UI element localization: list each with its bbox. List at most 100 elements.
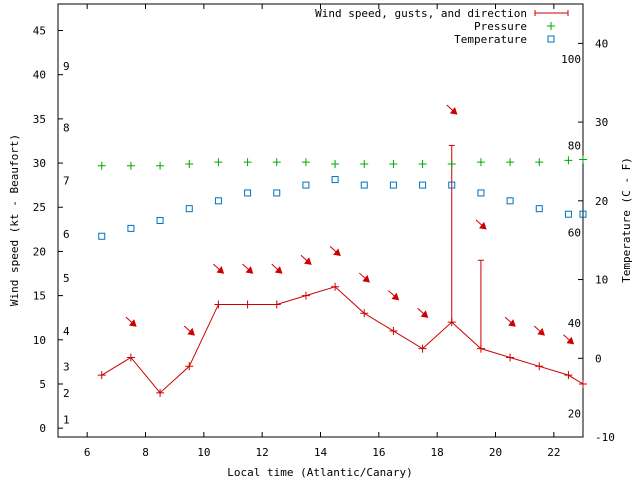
- temperature-point: [98, 232, 106, 240]
- temperature-point: [244, 189, 252, 197]
- y-left-tick-label: 45: [33, 25, 46, 38]
- temperature-point: [419, 181, 427, 189]
- pressure-point: [535, 158, 544, 167]
- pressure-point: [126, 161, 135, 170]
- wind-speed-point: [243, 300, 252, 309]
- legend-swatch-temperature: [547, 35, 555, 43]
- temperature-point: [302, 181, 310, 189]
- wind-speed-point: [579, 379, 587, 388]
- legend-swatch-pressure: [547, 22, 555, 30]
- pressure-point: [360, 159, 369, 168]
- x-tick-label: 18: [431, 446, 444, 459]
- pressure-point: [418, 159, 427, 168]
- x-tick-label: 16: [372, 446, 385, 459]
- wind-direction-arrowhead: [245, 266, 254, 274]
- pressure-point: [564, 156, 573, 165]
- wind-speed-point: [301, 291, 310, 300]
- legend-label-wind: Wind speed, gusts, and direction: [315, 7, 527, 20]
- legend-label-temperature: Temperature: [454, 33, 527, 46]
- y-left-tick-label: 35: [33, 113, 46, 126]
- wind-speed-point: [418, 344, 427, 353]
- wind-speed-point: [185, 362, 194, 371]
- wind-direction-arrowhead: [449, 107, 458, 115]
- fahrenheit-label: 40: [568, 317, 581, 330]
- wind-speed-point: [389, 326, 398, 335]
- temperature-point: [185, 205, 193, 213]
- temperature-point: [477, 189, 485, 197]
- x-tick-label: 20: [489, 446, 502, 459]
- x-tick-label: 6: [84, 446, 91, 459]
- beaufort-label: 5: [63, 272, 70, 285]
- wind-direction-arrowhead: [566, 336, 575, 345]
- temperature-point: [535, 205, 543, 213]
- x-axis-label: Local time (Atlantic/Canary): [227, 466, 412, 479]
- y-axis-label-left: Wind speed (kt - Beaufort): [8, 134, 21, 306]
- pressure-point: [301, 158, 310, 167]
- beaufort-label: 9: [63, 60, 70, 73]
- temperature-point: [214, 197, 222, 205]
- fahrenheit-label: 100: [561, 53, 581, 66]
- y-right-tick-label: 10: [595, 274, 608, 287]
- temperature-point: [273, 189, 281, 197]
- wind-direction-arrowhead: [362, 274, 370, 283]
- y-right-tick-label: 30: [595, 116, 608, 129]
- pressure-point: [506, 158, 515, 167]
- wind-speed-line: [101, 286, 584, 394]
- wind-direction-arrowhead: [391, 292, 400, 301]
- plot-area: [57, 3, 584, 438]
- wind-speed-point: [535, 362, 544, 371]
- x-tick-label: 8: [142, 446, 149, 459]
- y-left-tick-label: 5: [39, 378, 46, 391]
- temperature-point: [389, 181, 397, 189]
- pressure-point: [579, 155, 587, 164]
- pressure-point: [272, 158, 281, 167]
- wind-direction-arrowhead: [187, 327, 195, 336]
- wind-speed-point: [214, 300, 223, 309]
- temperature-point: [564, 210, 572, 218]
- pressure-point: [331, 159, 340, 168]
- temperature-point: [360, 181, 368, 189]
- wind-direction-arrowhead: [303, 257, 312, 265]
- legend-label-pressure: Pressure: [474, 20, 527, 33]
- temperature-point: [506, 197, 514, 205]
- pressure-point: [389, 159, 398, 168]
- beaufort-label: 3: [63, 360, 70, 373]
- y-axis-label-right: Temperature (C - F): [620, 157, 633, 283]
- fahrenheit-label: 60: [568, 226, 581, 239]
- y-left-tick-label: 20: [33, 245, 46, 258]
- wind-direction-arrowhead: [508, 319, 516, 327]
- beaufort-label: 2: [63, 387, 70, 400]
- wind-speed-point: [126, 353, 135, 362]
- beaufort-label: 1: [63, 413, 70, 426]
- temperature-point: [127, 224, 135, 232]
- pressure-point: [243, 158, 252, 167]
- beaufort-label: 6: [63, 228, 70, 241]
- wind-speed-point: [331, 282, 340, 291]
- wind-speed-point: [156, 388, 165, 397]
- y-right-tick-label: -10: [595, 431, 615, 444]
- wind-speed-point: [506, 353, 515, 362]
- pressure-point: [447, 159, 456, 168]
- y-left-tick-label: 0: [39, 422, 46, 435]
- legend: Wind speed, gusts, and direction Pressur…: [315, 7, 569, 46]
- wind-direction-arrowhead: [478, 221, 487, 230]
- x-tick-label: 12: [256, 446, 269, 459]
- y-left-tick-label: 30: [33, 157, 46, 170]
- pressure-point: [214, 158, 223, 167]
- wind-direction-arrowhead: [420, 310, 429, 318]
- fahrenheit-label: 80: [568, 140, 581, 153]
- wind-direction-arrowhead: [216, 266, 225, 274]
- series-layer: [97, 104, 587, 397]
- y-left-tick-label: 40: [33, 69, 46, 82]
- pressure-point: [156, 161, 165, 170]
- temperature-point: [448, 181, 456, 189]
- y-right-tick-label: 0: [595, 352, 602, 365]
- pressure-point: [476, 158, 485, 167]
- pressure-point: [185, 159, 194, 168]
- beaufort-label: 4: [63, 325, 70, 338]
- axis-ticks: 6 8 10 12 14 16 18 20 22051015202530354045-10010…: [33, 4, 615, 459]
- beaufort-label: 7: [63, 175, 70, 188]
- temperature-point: [156, 217, 164, 224]
- x-tick-label: 10: [197, 446, 210, 459]
